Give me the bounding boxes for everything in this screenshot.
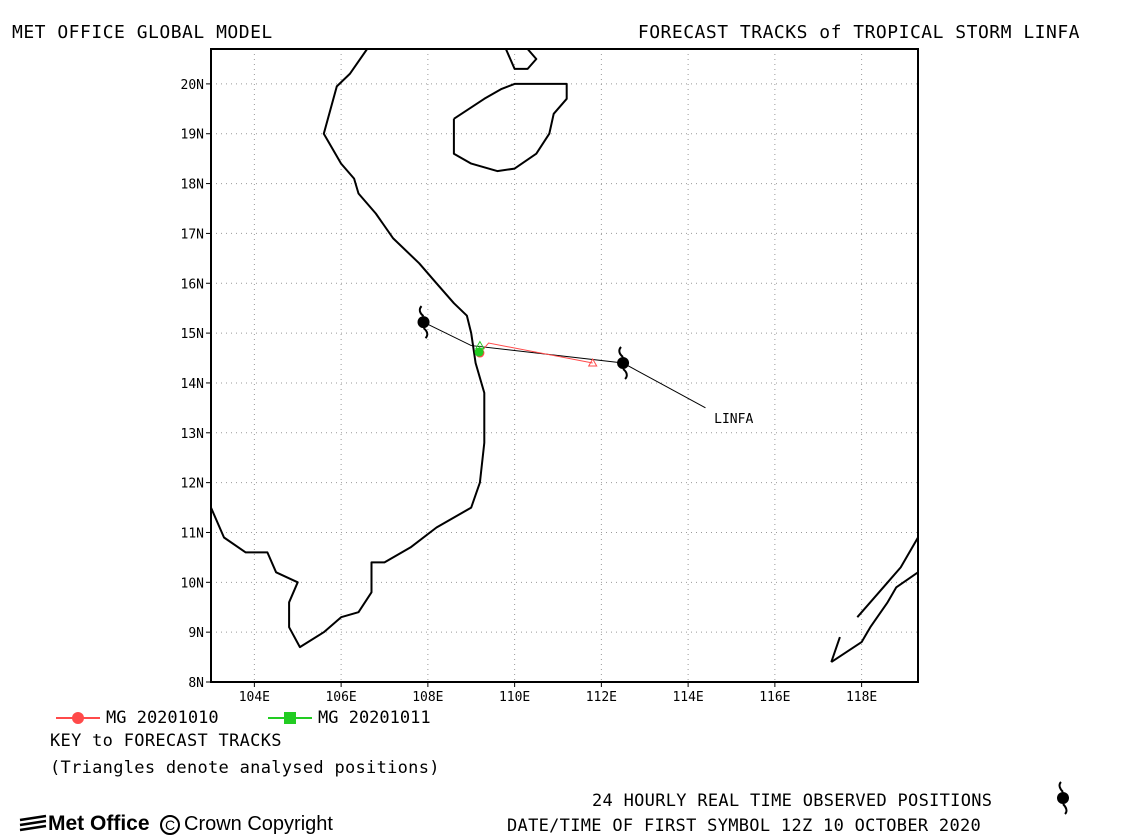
lat-tick-label: 18N <box>181 178 204 193</box>
square-marker-icon <box>284 712 296 724</box>
lon-tick-label: 110E <box>499 690 530 705</box>
first-symbol-date: DATE/TIME OF FIRST SYMBOL 12Z 10 OCTOBER… <box>507 816 982 836</box>
legend-label: MG 20201011 <box>318 708 431 728</box>
lat-tick-label: 20N <box>181 78 204 93</box>
lon-tick-label: 106E <box>325 690 356 705</box>
storm-name-label: LINFA <box>714 412 753 427</box>
analysed-triangle-marker <box>587 358 598 367</box>
hurricane-symbol-icon <box>1057 781 1069 815</box>
model-title: MET OFFICE GLOBAL MODEL <box>12 22 273 43</box>
coastline <box>856 536 918 618</box>
legend-item-mg-20201011: MG 20201011 <box>268 708 431 728</box>
coastline <box>830 571 918 663</box>
lat-tick-label: 9N <box>188 626 204 641</box>
met-office-logo: Met Office <box>18 812 150 836</box>
observed-track-line <box>423 321 706 409</box>
hurricane-symbol-icon <box>417 305 430 339</box>
lat-tick-label: 10N <box>181 576 204 591</box>
lat-tick-label: 11N <box>181 526 204 541</box>
legend-line-red <box>56 712 100 724</box>
coastline <box>504 49 538 70</box>
lat-tick-label: 13N <box>181 427 204 442</box>
lon-tick-label: 114E <box>672 690 703 705</box>
map-grid <box>211 49 918 683</box>
lon-tick-label: 104E <box>239 690 270 705</box>
legend-label: MG 20201010 <box>106 708 219 728</box>
map-frame <box>210 48 919 683</box>
key-title: KEY to FORECAST TRACKS <box>50 731 282 751</box>
logo-text: Met Office <box>48 812 150 835</box>
axis-ticks: 104E 106E 108E 110E 112E 114E 116E 118E 8N 9N 10N 1… <box>181 78 878 705</box>
key-note: (Triangles denote analysed positions) <box>50 758 440 778</box>
lon-tick-label: 116E <box>759 690 790 705</box>
legend-item-mg-20201010: MG 20201010 <box>56 708 219 728</box>
copyright-icon: C <box>160 814 180 835</box>
lat-tick-label: 14N <box>181 377 204 392</box>
lon-tick-label: 108E <box>412 690 443 705</box>
lat-tick-label: 15N <box>181 327 204 342</box>
lon-tick-label: 118E <box>846 690 877 705</box>
coastline <box>830 636 841 663</box>
forecast-title: FORECAST TRACKS of TROPICAL STORM LINFA <box>637 22 1080 43</box>
coastline <box>211 49 486 649</box>
copyright-text: Crown Copyright <box>184 813 333 835</box>
storm-tracks <box>417 305 706 409</box>
lat-tick-label: 19N <box>181 128 204 143</box>
forecast-end-marker <box>474 347 484 357</box>
met-office-logo-icon <box>19 814 47 832</box>
lon-tick-label: 112E <box>586 690 617 705</box>
coastlines <box>211 49 918 663</box>
observed-note: 24 HOURLY REAL TIME OBSERVED POSITIONS <box>592 791 993 811</box>
lat-tick-label: 17N <box>181 227 204 242</box>
copyright: C Crown Copyright <box>160 813 333 836</box>
hurricane-symbol-icon <box>617 346 630 380</box>
circle-marker-icon <box>72 712 84 724</box>
legend-line-green <box>268 712 312 724</box>
lat-tick-label: 8N <box>188 676 204 691</box>
coastline <box>452 82 568 173</box>
lat-tick-label: 12N <box>181 477 204 492</box>
lat-tick-label: 16N <box>181 277 204 292</box>
